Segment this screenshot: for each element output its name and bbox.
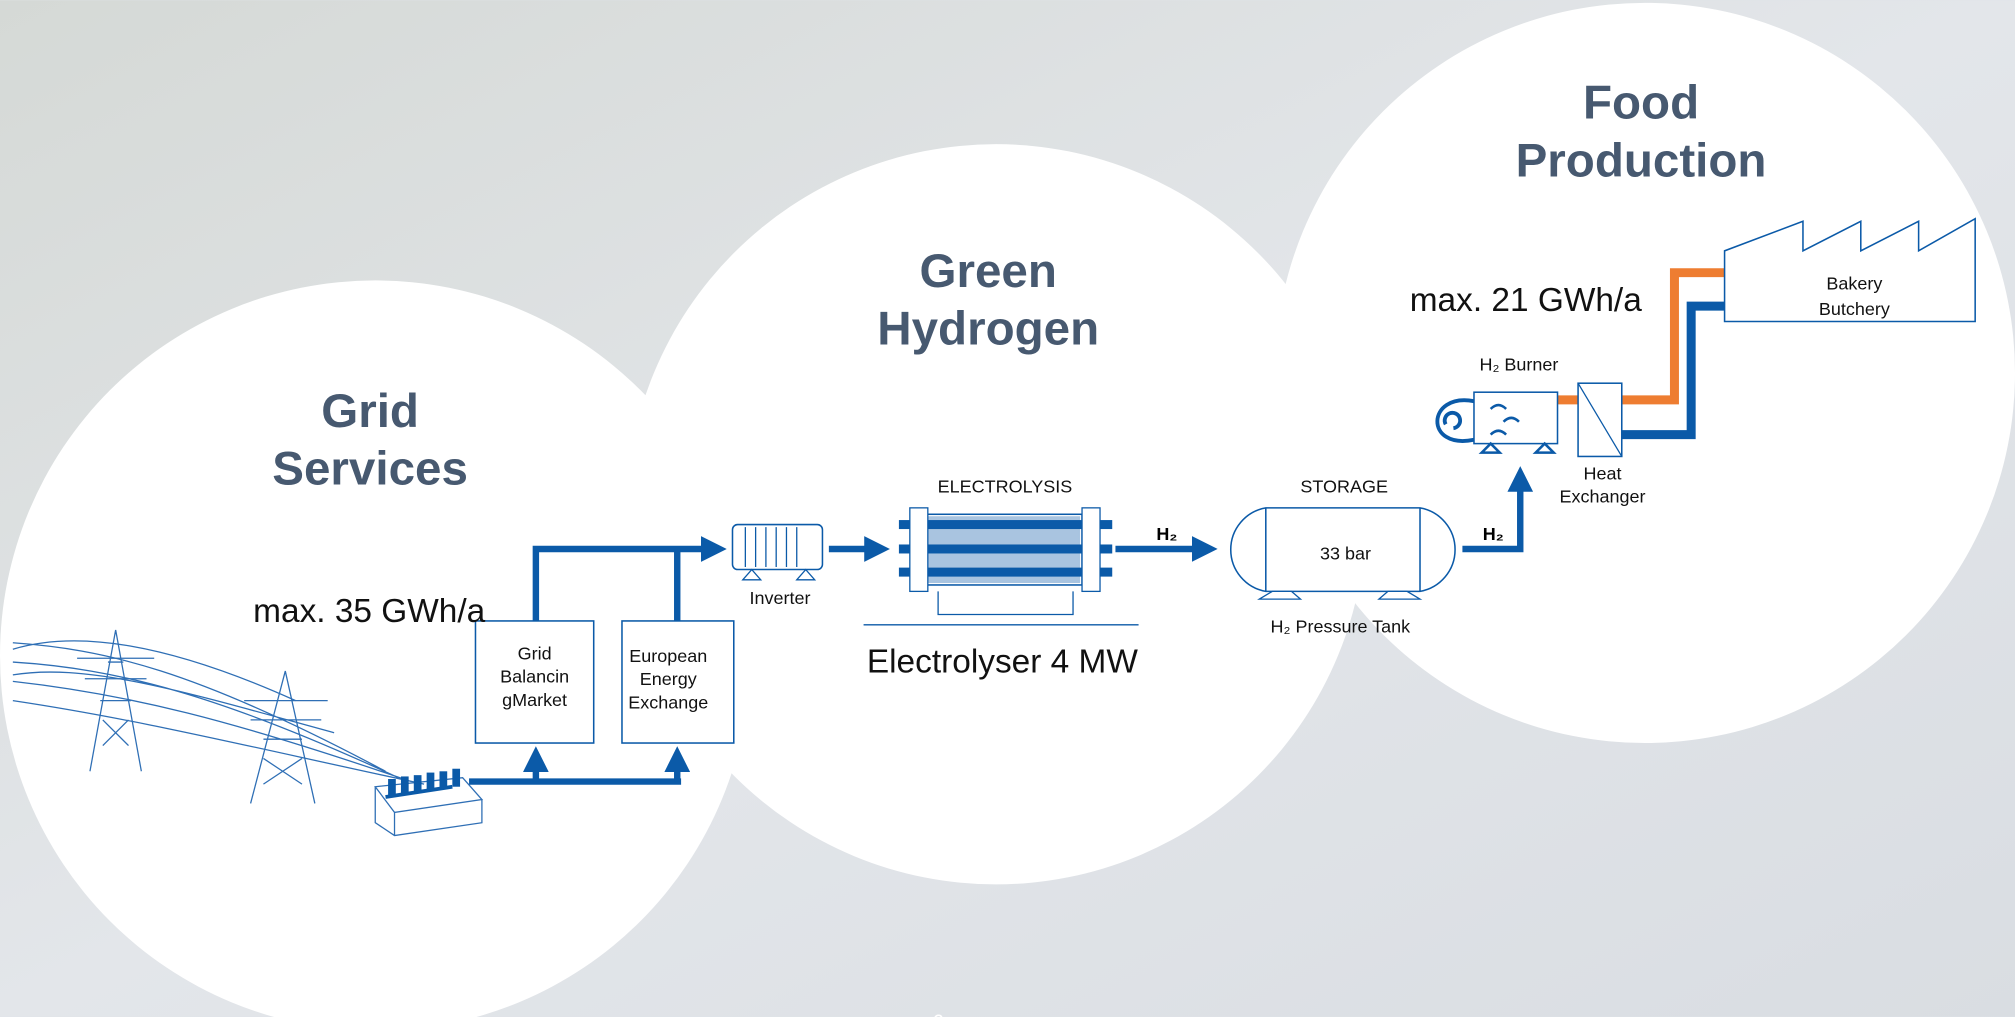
flow-label: H₂ (1156, 524, 1177, 544)
section-title: Production (1516, 134, 1767, 187)
label: Electrolyser 4 MW (867, 643, 1138, 680)
box-label: European (629, 646, 707, 666)
label: ELECTROLYSIS (938, 476, 1073, 496)
box-label: Exchange (628, 692, 708, 712)
diagram: Grid Services Green Hydrogen Food Produc… (0, 0, 2015, 1017)
label: H₂ Burner (1479, 354, 1558, 374)
section-title: Food (1583, 76, 1699, 129)
section-title: Services (272, 443, 468, 496)
flow-label: H₂ (1483, 524, 1504, 544)
box-label: Energy (640, 669, 697, 689)
box-label: Grid (518, 643, 552, 663)
capacity: max. 21 GWh/a (1410, 282, 1642, 319)
label: 33 bar (1320, 543, 1371, 563)
label: Inverter (750, 588, 811, 608)
page: { "sections": [ {"title": ["Grid", "Serv… (0, 0, 2015, 1017)
section-title: Hydrogen (877, 303, 1099, 356)
capacity: max. 35 GWh/a (253, 593, 485, 630)
box-label: gMarket (502, 690, 567, 710)
label: H₂ Pressure Tank (1271, 617, 1412, 637)
page-number: 6 (932, 1010, 943, 1017)
box-label: Balancin (500, 667, 569, 687)
label: Heat (1583, 464, 1621, 484)
label: Butchery (1819, 299, 1890, 319)
label: Bakery (1826, 273, 1882, 293)
label: Exchanger (1559, 487, 1645, 507)
label: STORAGE (1300, 476, 1388, 496)
section-title: Grid (321, 385, 419, 438)
section-title: Green (920, 245, 1057, 298)
